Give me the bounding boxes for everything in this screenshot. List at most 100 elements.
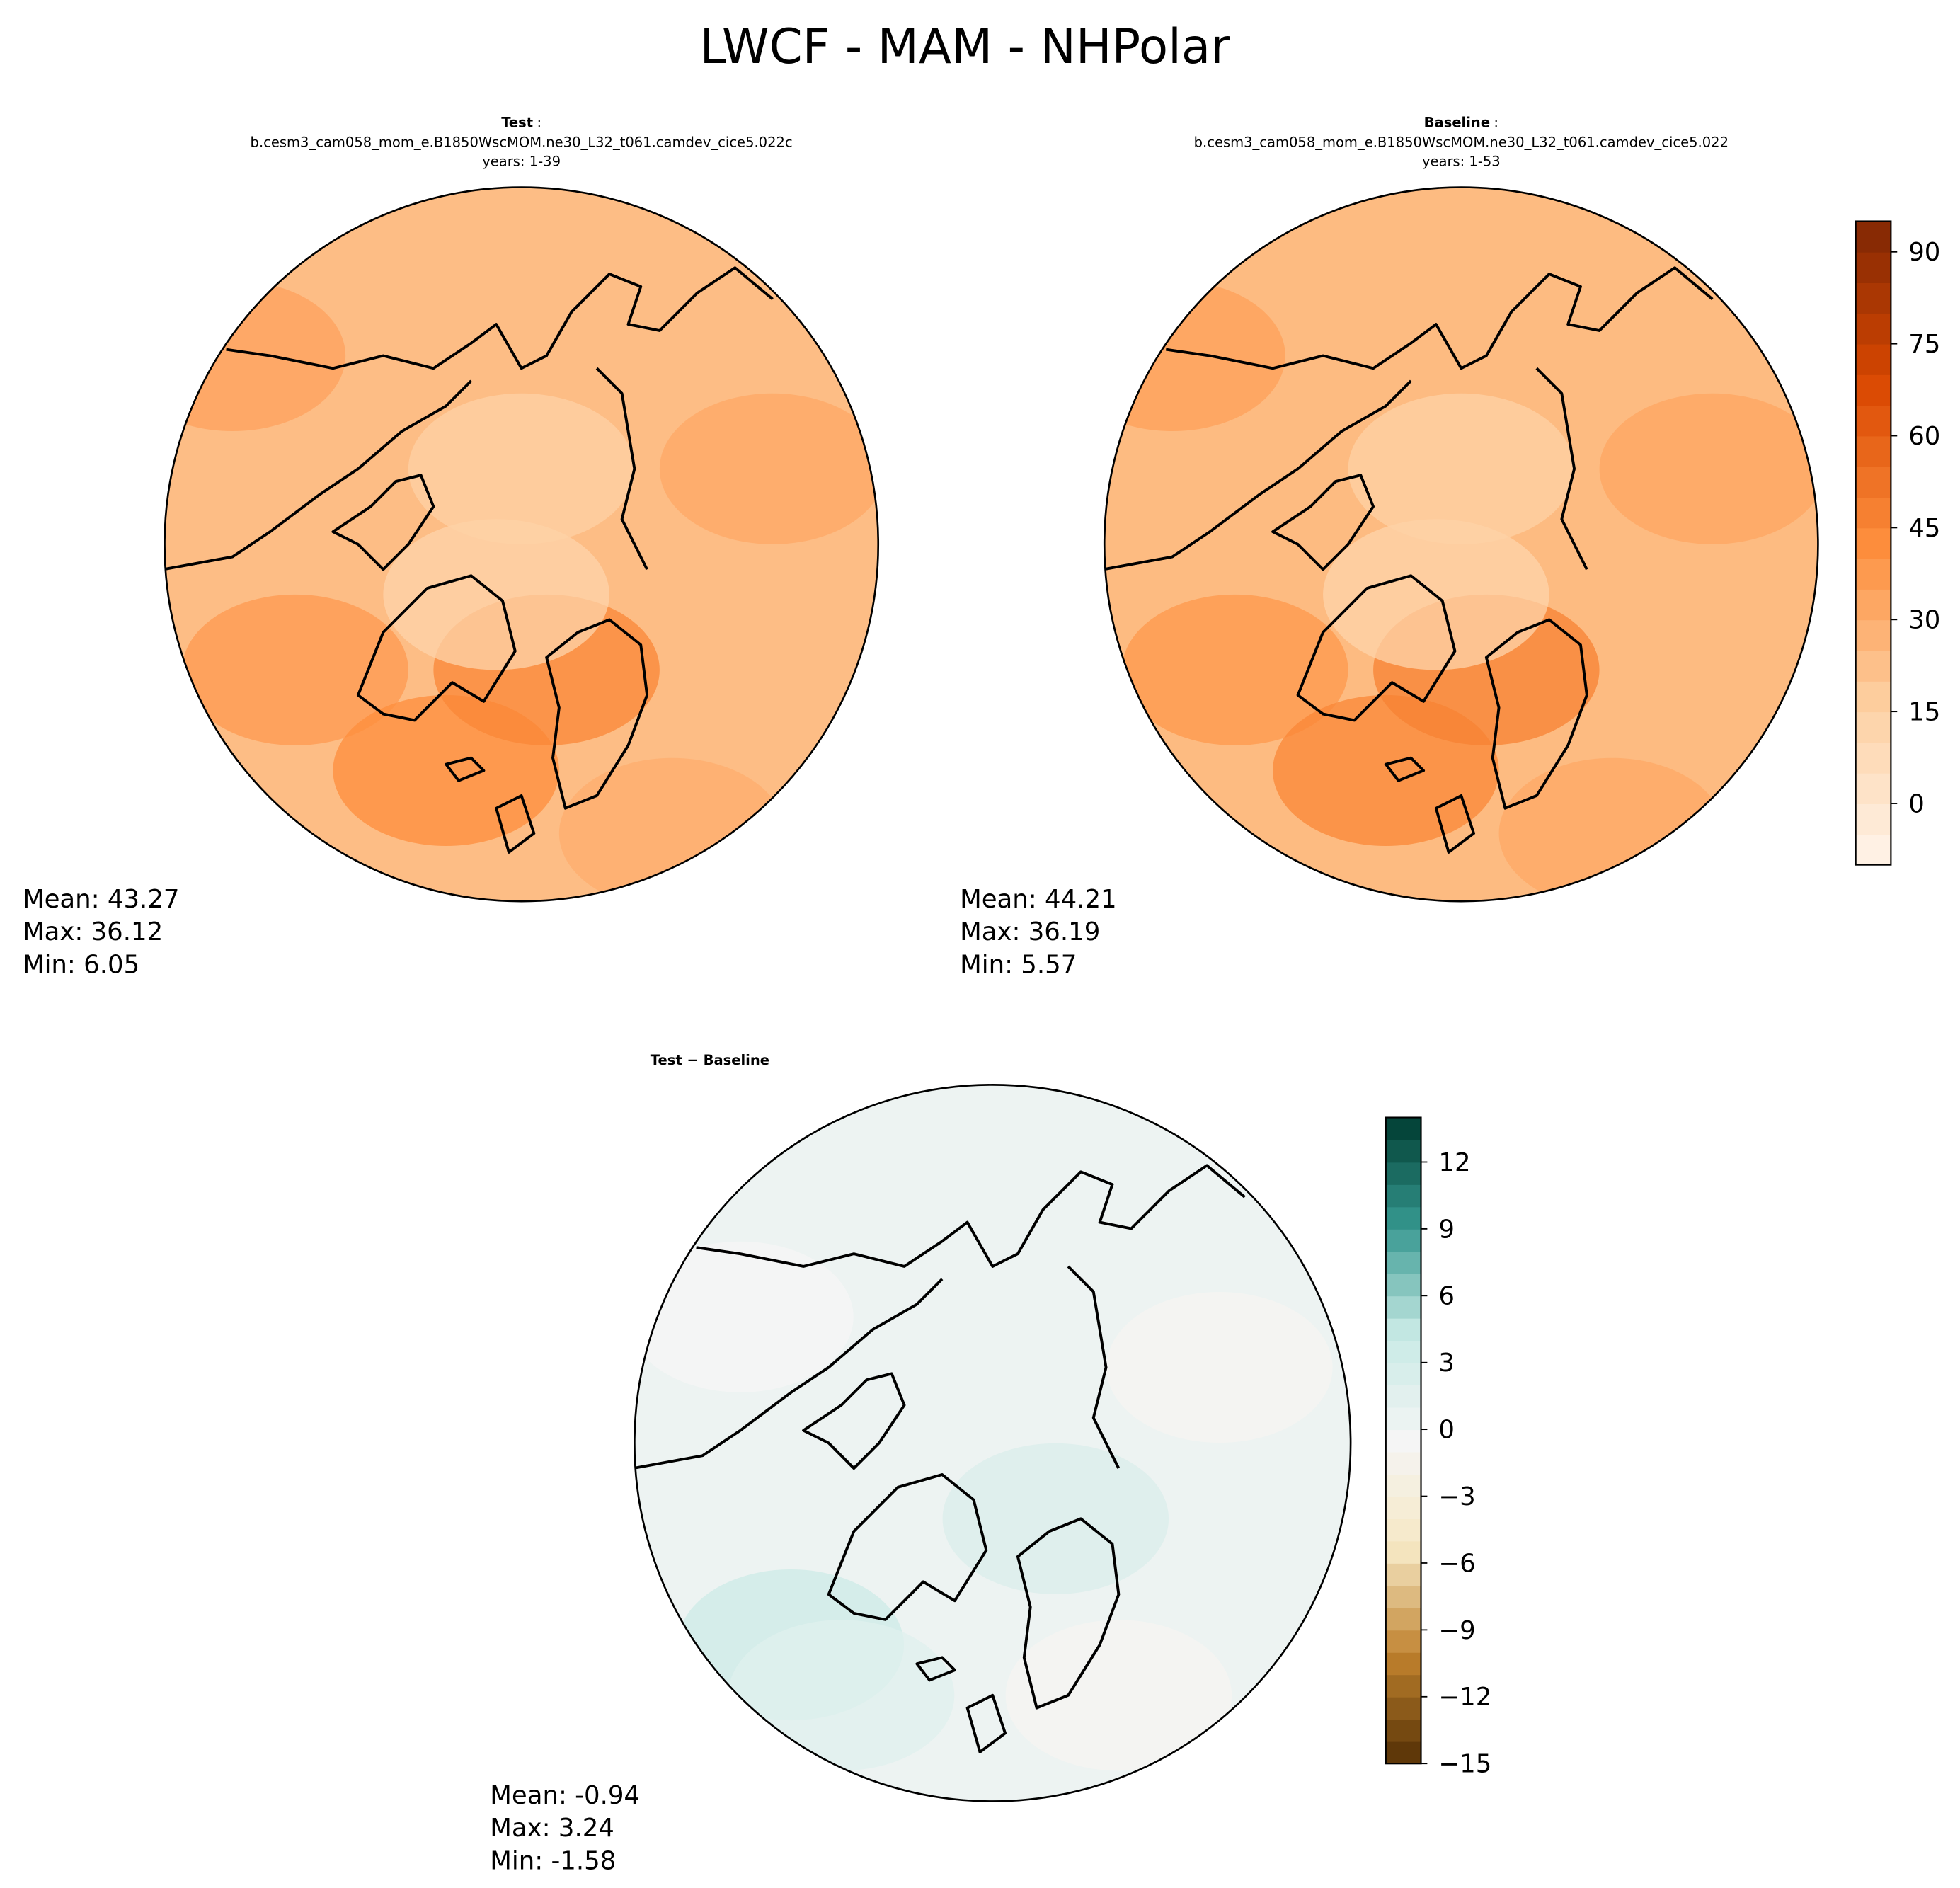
years: years: 1-39 (482, 153, 561, 169)
colorbar-tick-label: 45 (1908, 514, 1940, 543)
panel-title: Test − Baseline (651, 1052, 769, 1068)
coastline (1484, 618, 1588, 810)
colorbar-band (1855, 834, 1891, 866)
coastline (1016, 1517, 1121, 1710)
colorbar-band (1385, 1407, 1421, 1431)
colorbar-tick-label: 9 (1438, 1215, 1455, 1244)
colorbar-band (1385, 1273, 1421, 1297)
map-contour (1005, 1620, 1232, 1771)
colorbar-band (1385, 1562, 1421, 1586)
colorbar-band (1855, 803, 1891, 835)
colorbar-band (1385, 1362, 1421, 1386)
colorbar-tick-label: −9 (1438, 1616, 1475, 1645)
case-name: b.cesm3_cam058_mom_e.B1850WscMOM.ne30_L3… (251, 135, 793, 151)
map-contour (728, 1620, 955, 1771)
coastline (1535, 367, 1588, 571)
colorbar-tick-label: 30 (1908, 606, 1940, 635)
panel-label: Test (501, 114, 533, 130)
stat: Mean: -0.94 (490, 1781, 640, 1810)
stat: Min: -1.58 (490, 1846, 616, 1875)
coastline (696, 1164, 1246, 1268)
case-name: b.cesm3_cam058_mom_e.B1850WscMOM.ne30_L3… (1194, 135, 1729, 151)
stat: Max: 36.19 (960, 917, 1100, 946)
coastline (164, 379, 473, 571)
colorbar-band (1385, 1317, 1421, 1341)
colorbar-band (1385, 1228, 1421, 1252)
panel-title: Test: (501, 114, 541, 130)
colorbar-tick-label: 3 (1438, 1349, 1455, 1378)
colorbar-band (1385, 1340, 1421, 1363)
map-border (634, 1084, 1352, 1802)
coastline (1384, 756, 1426, 782)
colorbar-band (1385, 1518, 1421, 1542)
map-contour (1104, 280, 1285, 432)
map-border (164, 186, 880, 903)
colorbar-tick-label: 75 (1908, 330, 1940, 359)
map-contour (1348, 393, 1575, 544)
colorbar-band (1385, 1251, 1421, 1274)
stat: Min: 6.05 (23, 950, 139, 979)
map-contour (1122, 594, 1348, 745)
colorbar-band (1385, 1162, 1421, 1185)
coastline (965, 1693, 1007, 1753)
colorbar-band (1385, 1696, 1421, 1720)
map-contour (164, 280, 346, 432)
colorbar-band (1855, 497, 1891, 529)
colorbar-tick-label: 6 (1438, 1282, 1455, 1311)
coastline (827, 1473, 988, 1621)
coastline (356, 574, 517, 722)
colorbar-band (1855, 680, 1891, 713)
colorbar-band (1855, 374, 1891, 406)
colorbar-tick-label: −6 (1438, 1549, 1475, 1578)
colorbar-band (1855, 711, 1891, 743)
panel-label: Baseline (1424, 114, 1490, 130)
colorbar-tick-label: 0 (1438, 1416, 1455, 1445)
coastline (1067, 1265, 1121, 1469)
coastline (331, 474, 435, 571)
colorbar-band (1385, 1585, 1421, 1608)
stat: Mean: 43.27 (23, 885, 180, 914)
colorbar-tick-label: 60 (1908, 422, 1940, 451)
colorbar-band (1385, 1474, 1421, 1497)
colorbar-band (1855, 343, 1891, 375)
coastline (1104, 379, 1412, 571)
colorbar-frame (1855, 220, 1892, 866)
colorbar-band (1385, 1630, 1421, 1653)
coastline (802, 1372, 906, 1470)
colorbar-band (1855, 313, 1891, 345)
colorbar-tick-label: 15 (1908, 698, 1940, 727)
colorbar-band (1855, 221, 1891, 253)
colorbar-band (1385, 1540, 1421, 1564)
coastline (634, 1278, 944, 1470)
colorbar-tick-label: 12 (1438, 1148, 1470, 1177)
colorbar-tick-label: −15 (1438, 1750, 1491, 1779)
coastline (1296, 574, 1457, 722)
colorbar-band (1855, 558, 1891, 590)
map-contour (408, 393, 635, 544)
coastline (915, 1656, 956, 1682)
map-contour (942, 1443, 1169, 1594)
colorbar-band (1385, 1429, 1421, 1453)
colorbar-band (1385, 1184, 1421, 1208)
panel-suffix: : (1494, 114, 1498, 130)
colorbar-band (1855, 527, 1891, 559)
colorbar-band (1855, 282, 1891, 314)
colorbar-tick-label: 0 (1908, 789, 1925, 818)
colorbar-tick-label: 90 (1908, 238, 1940, 267)
stat: Min: 5.57 (960, 950, 1077, 979)
colorbar-band (1385, 1385, 1421, 1408)
years: years: 1-53 (1422, 153, 1501, 169)
colorbar-tick-label: −3 (1438, 1482, 1475, 1511)
map-border (1103, 186, 1819, 903)
colorbar-band (1385, 1652, 1421, 1676)
panel-title: Baseline: (1424, 114, 1498, 130)
stat: Max: 36.12 (23, 917, 163, 946)
coastline (1165, 266, 1714, 370)
coastline (226, 266, 774, 370)
map-contour (634, 1241, 854, 1392)
colorbar-band (1855, 742, 1891, 774)
colorbar-band (1855, 405, 1891, 437)
coastline (1434, 794, 1476, 854)
